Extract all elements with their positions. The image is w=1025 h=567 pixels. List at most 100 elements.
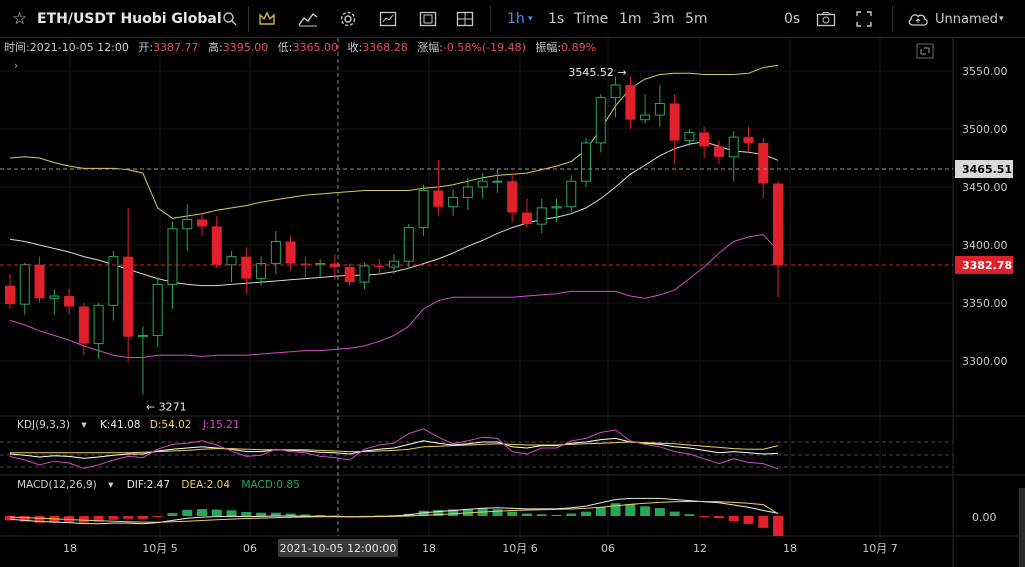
macd-hist-bar: [226, 510, 237, 516]
candle: [773, 181, 784, 298]
candle: [19, 262, 30, 315]
macd-hist-bar: [566, 513, 577, 516]
camera-icon[interactable]: [816, 0, 836, 38]
macd-hist-bar: [256, 512, 267, 516]
legend-high-value: 3395.00: [223, 41, 269, 54]
interval-3m[interactable]: 3m: [652, 11, 675, 27]
legend-change-label: 涨幅:: [417, 41, 443, 54]
macd-hist-bar: [728, 516, 739, 522]
macd-hist-bar: [211, 509, 222, 516]
candle-body: [462, 186, 473, 198]
legend-high-label: 高:: [208, 40, 223, 54]
candle: [300, 256, 311, 278]
kdj-d-line: [10, 441, 779, 454]
time-tick-label: 12: [693, 542, 707, 555]
time-tick-label: 18: [422, 542, 436, 555]
layout-name[interactable]: Unnamed: [935, 11, 998, 27]
kdj-pane: [9, 428, 779, 470]
candle: [418, 184, 429, 236]
candle-body: [137, 334, 148, 338]
indicators-icon[interactable]: [298, 0, 318, 38]
macd-hist-bar: [492, 509, 503, 516]
macd-hist-bar: [108, 516, 119, 520]
macd-hist-bar: [536, 514, 547, 516]
cloud-icon[interactable]: [907, 0, 929, 38]
candle: [728, 131, 739, 182]
chart-image-icon[interactable]: [379, 0, 397, 38]
macd-legend: MACD(12,26,9) ▾ DIF:2.47 DEA:2.04 MACD:0…: [17, 479, 300, 491]
candle-body: [285, 241, 296, 264]
candle-body: [418, 189, 429, 229]
macd-hist-bar: [669, 511, 680, 516]
macd-hist-bar: [640, 506, 651, 516]
layout-chevron-icon[interactable]: ▾: [999, 14, 1004, 24]
layout-grid-icon[interactable]: [456, 0, 474, 38]
candle: [270, 231, 281, 274]
candle: [536, 198, 547, 234]
crosshair-time-tag: 2021-10-05 12:00:00: [278, 539, 398, 557]
macd-hist-bar: [34, 516, 45, 523]
macd-hist-bar: [507, 511, 518, 516]
candle: [374, 258, 385, 276]
candle: [78, 303, 89, 356]
interval-1s[interactable]: 1s: [548, 11, 565, 27]
chevron-down-icon[interactable]: ▾: [528, 14, 533, 24]
legend-close-label: 收:: [348, 40, 363, 54]
candle: [256, 256, 267, 286]
kdj-name: KDJ(9,3,3): [17, 419, 70, 431]
search-icon[interactable]: [222, 0, 238, 38]
candle: [551, 198, 562, 222]
hover-price-tag: 3465.51: [955, 160, 1013, 179]
candle-body: [108, 256, 119, 306]
interval-5m[interactable]: 5m: [685, 11, 708, 27]
kdj-j-line: [9, 428, 779, 470]
candle-body: [241, 256, 252, 279]
candle: [669, 94, 680, 164]
maximize-pane-icon[interactable]: [916, 43, 934, 59]
macd-hist-bar: [743, 516, 754, 524]
legend-low-label: 低:: [278, 41, 293, 54]
overlays: 2021-10-05 12:00:00 3465.51 3382.78 3545.52…: [0, 38, 1013, 557]
scroll-handle[interactable]: [1019, 488, 1025, 567]
candle-body: [344, 267, 355, 283]
replay-label[interactable]: 0s: [784, 11, 801, 27]
candle: [743, 126, 754, 153]
last-price-tag: 3382.78: [955, 255, 1013, 274]
interval-time[interactable]: Time: [574, 11, 609, 27]
candle-body: [581, 142, 592, 182]
interval-1m[interactable]: 1m: [619, 11, 642, 27]
interval-1h[interactable]: 1h: [507, 11, 525, 27]
candle-body: [93, 304, 104, 345]
time-tick-label: 18: [783, 542, 797, 555]
fullscreen-icon[interactable]: [856, 0, 872, 38]
candle: [211, 216, 222, 269]
candle: [713, 140, 724, 164]
candle: [448, 189, 459, 216]
macd-dea-value: DEA:2.04: [181, 479, 230, 491]
candle-body: [256, 263, 267, 280]
macd-hist-bar: [167, 513, 178, 516]
candle: [108, 250, 119, 321]
candle: [521, 198, 532, 228]
macd-hist-bar: [595, 507, 606, 516]
candle-body: [654, 102, 665, 116]
candle-body: [152, 283, 163, 336]
candlestick-chart[interactable]: 3550.00 3500.00 3450.00 3400.00 3350.00 3300.…: [0, 38, 1025, 567]
candle-body: [19, 264, 30, 305]
candle-body: [728, 136, 739, 158]
candle: [462, 177, 473, 211]
template-icon[interactable]: [419, 0, 437, 38]
candle-body: [433, 190, 444, 207]
time-axis: 18 10月 5 06 18 10月 6 06 12 18 10月 7: [63, 542, 898, 555]
crown-icon[interactable]: [258, 0, 276, 38]
legend-open-label: 开:: [138, 41, 153, 54]
crosshair-time-label: 2021-10-05 12:00:00: [280, 542, 397, 555]
candle-body: [211, 226, 222, 265]
candle: [654, 84, 665, 127]
star-icon[interactable]: ☆: [12, 9, 28, 29]
candle-body: [448, 196, 459, 208]
gear-icon[interactable]: [339, 0, 357, 38]
symbol-name[interactable]: ETH/USDT Huobi Global: [37, 11, 222, 27]
expand-legend-icon[interactable]: ›: [14, 59, 18, 72]
price-tick-label: 3400.00: [962, 239, 1008, 252]
